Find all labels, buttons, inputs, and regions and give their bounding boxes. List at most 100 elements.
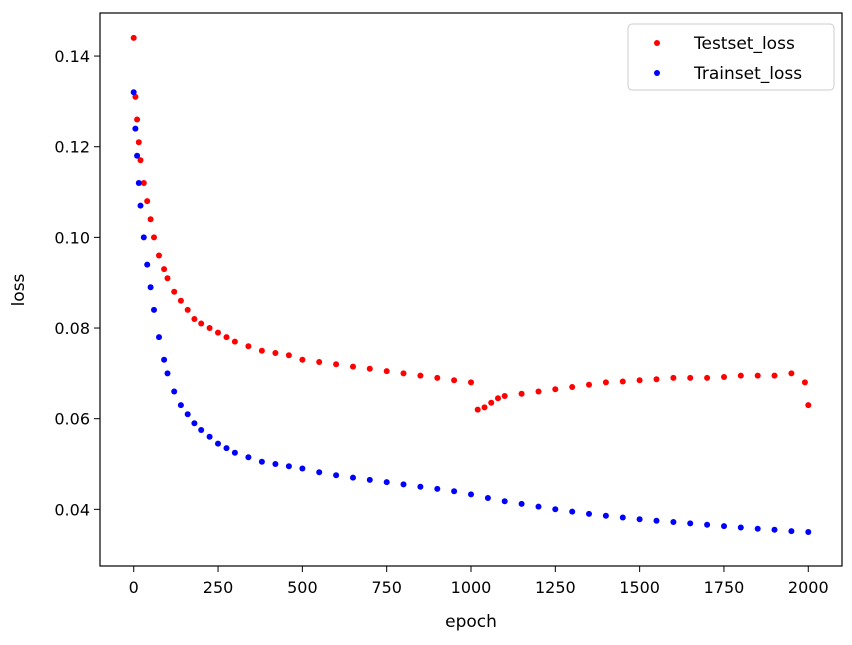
trainset-point — [147, 284, 154, 291]
y-axis-label: loss — [9, 273, 29, 306]
testset-point — [670, 374, 677, 381]
testset-point — [687, 374, 694, 381]
trainset-point — [191, 420, 198, 427]
trainset-point — [737, 524, 744, 531]
x-tick-label: 2000 — [788, 578, 829, 597]
trainset-point — [137, 202, 144, 209]
testset-point — [206, 325, 213, 331]
x-tick-label: 750 — [371, 578, 402, 597]
x-axis-label: epoch — [445, 612, 497, 632]
legend-box — [627, 23, 835, 91]
trainset-point — [184, 411, 191, 418]
testset-point — [552, 386, 559, 393]
plot-frame — [99, 12, 843, 567]
testset-point — [801, 379, 808, 386]
trainset-point — [366, 476, 373, 483]
testset-point — [144, 198, 151, 205]
testset-point — [434, 374, 441, 381]
trainset-point — [206, 433, 213, 440]
testset-point — [223, 334, 230, 341]
x-tick-label: 250 — [203, 578, 234, 597]
trainset-point — [535, 503, 542, 510]
testset-point — [474, 406, 481, 413]
legend-label-trainset: Trainset_loss — [693, 64, 802, 84]
trainset-point — [586, 510, 592, 517]
testset-point — [137, 157, 144, 164]
trainset-point — [316, 469, 323, 476]
testset-point — [147, 216, 154, 223]
testset-point — [171, 288, 178, 295]
y-tick-label: 0.12 — [54, 138, 90, 157]
trainset-point — [636, 516, 643, 523]
testset-point — [130, 34, 137, 41]
testset-point — [134, 116, 141, 123]
legend: Testset_loss Trainset_loss — [627, 23, 835, 91]
trainset-point — [788, 528, 795, 535]
trainset-point — [140, 234, 147, 241]
x-tick-label: 0 — [129, 578, 139, 597]
testset-point — [569, 384, 576, 390]
x-tick-label: 500 — [287, 578, 318, 597]
trainset-point — [434, 485, 441, 492]
testset-point — [400, 370, 407, 377]
trainset-point — [231, 449, 238, 456]
trainset-point — [771, 526, 778, 533]
testset-point — [191, 316, 198, 322]
trainset-point — [156, 334, 162, 341]
testset-point — [771, 372, 778, 379]
testset-point — [383, 368, 390, 375]
testset-point — [258, 347, 265, 354]
trainset-point — [619, 514, 626, 521]
testset-point — [704, 374, 711, 381]
trainset-point — [223, 445, 230, 452]
testset-point — [285, 352, 292, 359]
trainset-point — [704, 521, 711, 528]
x-axis-ticks: 0 250 500 750 1000 1250 1500 1750 2000 — [129, 566, 829, 597]
testset-point — [495, 395, 501, 402]
trainset-point — [501, 498, 508, 505]
y-tick-label: 0.08 — [54, 319, 90, 338]
testset-point — [215, 329, 221, 336]
y-tick-label: 0.04 — [54, 500, 90, 519]
x-tick-label: 1000 — [451, 578, 492, 597]
testset-point — [653, 376, 660, 383]
testset-point — [488, 399, 495, 406]
testset-point — [333, 361, 340, 368]
trainset-point — [687, 520, 694, 527]
legend-marker-trainset — [654, 70, 660, 76]
trainset-point — [144, 261, 151, 268]
testset-point — [161, 266, 168, 273]
trainset-point — [468, 491, 474, 498]
testset-point — [272, 350, 279, 356]
trainset-point — [130, 89, 137, 96]
trainset-point — [215, 440, 221, 447]
trainset-point — [350, 474, 356, 481]
trainset-point — [484, 495, 491, 501]
testset-point — [299, 356, 306, 363]
trainset-point — [151, 306, 157, 313]
testset-point — [468, 379, 474, 386]
testset-point — [417, 372, 424, 379]
trainset-point — [258, 458, 265, 465]
trainset-point — [670, 519, 677, 525]
x-tick-label: 1750 — [704, 578, 745, 597]
trainset-point — [285, 463, 292, 470]
trainset-point — [132, 125, 139, 132]
y-tick-label: 0.10 — [54, 228, 90, 247]
trainset-point — [299, 465, 306, 472]
testset-point — [245, 343, 252, 350]
testset-point — [350, 363, 356, 370]
testset-point — [164, 275, 171, 282]
trainset-point — [721, 523, 727, 530]
testset-point — [788, 370, 795, 377]
testset-point — [805, 402, 812, 409]
testset-point — [156, 252, 162, 259]
testset-point — [140, 180, 147, 186]
testset-point — [602, 379, 609, 386]
trainset-point — [333, 472, 340, 479]
testset-point — [135, 139, 142, 146]
testset-point — [481, 404, 488, 411]
trainset-point — [451, 488, 458, 495]
trainset-point — [569, 508, 576, 515]
testset-point — [231, 338, 238, 345]
